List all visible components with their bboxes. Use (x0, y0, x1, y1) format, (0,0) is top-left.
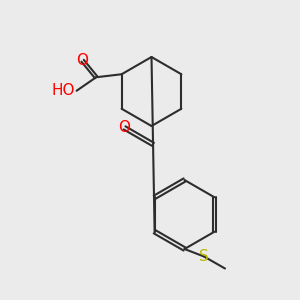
Text: HO: HO (51, 83, 75, 98)
Text: S: S (199, 249, 209, 264)
Text: O: O (118, 120, 130, 135)
Text: O: O (76, 53, 88, 68)
